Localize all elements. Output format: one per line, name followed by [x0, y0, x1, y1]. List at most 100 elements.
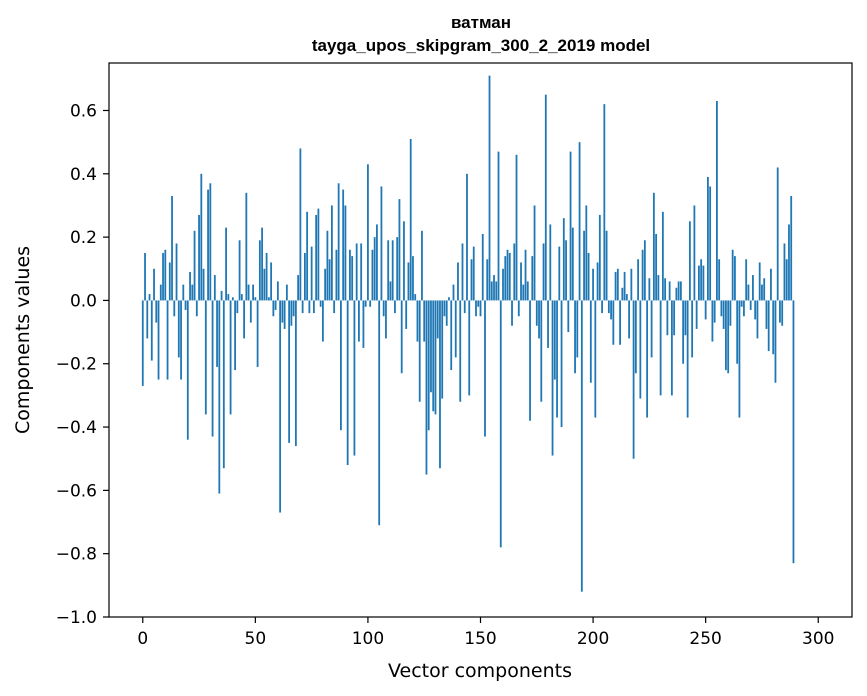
bar [317, 208, 320, 301]
bar [770, 268, 772, 301]
bar [547, 300, 549, 348]
y-tick-label: 0.6 [70, 101, 97, 121]
bar [319, 300, 322, 307]
bar [538, 300, 540, 339]
y-tick-label: 0.4 [70, 165, 97, 185]
bar [445, 300, 448, 326]
bar [670, 300, 673, 396]
bar [184, 300, 187, 310]
bar [652, 192, 655, 301]
bar [227, 294, 230, 301]
bar [576, 300, 579, 358]
bar [569, 151, 572, 301]
bar [414, 294, 417, 301]
bar [434, 300, 437, 415]
bar [634, 300, 637, 374]
bar [443, 300, 446, 317]
bar [441, 300, 444, 399]
bar [267, 297, 270, 301]
bar [781, 300, 784, 326]
bar [171, 195, 173, 301]
bar [749, 300, 752, 310]
bar [157, 300, 160, 380]
bar [177, 300, 180, 358]
bar [340, 300, 342, 431]
bar [351, 256, 354, 301]
bar [270, 262, 273, 301]
bar [198, 214, 200, 301]
bar [425, 300, 428, 475]
bar [168, 262, 171, 301]
bar [247, 284, 250, 301]
bar [729, 300, 732, 326]
bar [380, 186, 383, 301]
bar [159, 284, 162, 301]
bar [423, 300, 426, 342]
bar [607, 300, 610, 314]
bar [461, 243, 464, 301]
bar [344, 205, 347, 301]
bar [659, 300, 662, 396]
bar [601, 300, 603, 314]
bar [632, 300, 635, 459]
x-tick-label: 100 [352, 629, 384, 649]
bar [200, 173, 203, 301]
bar [202, 268, 205, 301]
bar [493, 275, 495, 301]
y-tick-label: 0.2 [70, 228, 97, 248]
bar [673, 300, 676, 336]
bar [331, 205, 333, 301]
bar [722, 300, 725, 329]
bar [522, 284, 525, 301]
bar [691, 300, 694, 358]
bar [162, 252, 164, 301]
bar [153, 268, 155, 301]
bar [306, 211, 309, 301]
bar [585, 205, 588, 301]
bar [254, 297, 257, 301]
bar [148, 294, 151, 301]
bar [754, 300, 757, 320]
bar [182, 284, 185, 301]
bar [173, 300, 176, 317]
bar [430, 300, 432, 393]
y-tick-label: 0.0 [70, 291, 97, 311]
bar [596, 262, 599, 301]
bar [666, 300, 669, 336]
bar [481, 233, 484, 301]
bar [531, 256, 534, 301]
bar [421, 230, 423, 301]
bar [472, 246, 475, 301]
bar [457, 262, 459, 301]
bar [540, 300, 543, 402]
bar [731, 249, 734, 301]
bar [583, 230, 585, 301]
bar [432, 300, 435, 412]
bar [231, 297, 234, 301]
bar [668, 281, 671, 301]
bar [517, 300, 520, 317]
x-tick-label: 50 [245, 629, 267, 649]
y-tick-label: −0.2 [56, 355, 97, 375]
bar [702, 265, 705, 301]
bar [405, 300, 408, 329]
bar [639, 300, 642, 399]
bar [263, 268, 266, 301]
bar [261, 227, 263, 301]
bar [310, 246, 313, 301]
bar [763, 278, 766, 301]
bar [376, 224, 378, 301]
bar [150, 300, 153, 361]
bar [558, 246, 561, 301]
bar [387, 240, 390, 301]
bar [285, 284, 288, 301]
bar [567, 300, 570, 333]
bar [650, 300, 653, 358]
bar [272, 300, 275, 317]
bar [418, 300, 421, 402]
bar [186, 300, 189, 440]
bar [610, 300, 612, 320]
bar [628, 300, 630, 339]
bar [565, 240, 567, 301]
